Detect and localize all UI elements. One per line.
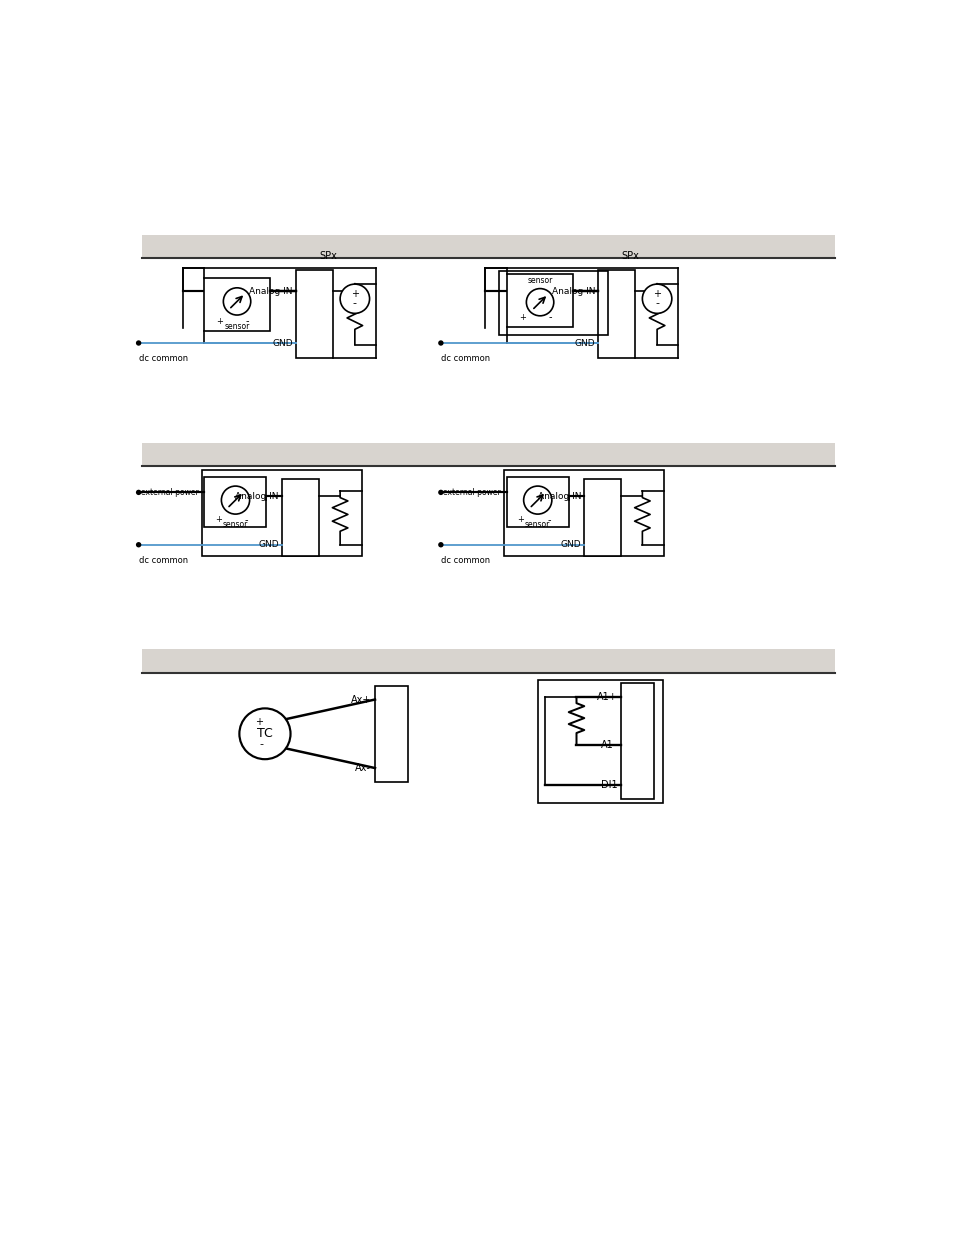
Circle shape bbox=[135, 341, 141, 346]
Bar bbox=[537, 679, 662, 803]
Bar bbox=[142, 650, 835, 673]
Bar bbox=[202, 469, 361, 556]
Text: +: + bbox=[517, 515, 524, 525]
Bar bbox=[498, 270, 607, 335]
Text: sensor: sensor bbox=[224, 322, 250, 331]
Text: GND: GND bbox=[272, 338, 293, 347]
Text: GND: GND bbox=[258, 540, 278, 550]
Circle shape bbox=[437, 542, 443, 547]
Text: external power: external power bbox=[141, 488, 198, 496]
Text: +: + bbox=[653, 289, 660, 299]
Circle shape bbox=[523, 487, 551, 514]
Text: -: - bbox=[245, 316, 249, 326]
Circle shape bbox=[239, 709, 291, 760]
Text: -: - bbox=[655, 298, 659, 308]
Text: Analog IN: Analog IN bbox=[551, 287, 595, 296]
Bar bbox=[375, 685, 407, 782]
Bar bbox=[583, 479, 620, 556]
Bar bbox=[142, 443, 835, 466]
Text: sensor: sensor bbox=[524, 520, 550, 529]
Text: dc common: dc common bbox=[440, 353, 490, 363]
Text: -: - bbox=[353, 298, 356, 308]
Text: dc common: dc common bbox=[138, 556, 188, 564]
Text: external power: external power bbox=[443, 488, 500, 496]
Text: SPx: SPx bbox=[319, 252, 336, 262]
Circle shape bbox=[223, 288, 251, 315]
Text: +: + bbox=[351, 289, 358, 299]
Text: TC: TC bbox=[256, 727, 273, 740]
Circle shape bbox=[340, 284, 369, 314]
Circle shape bbox=[641, 284, 671, 314]
Circle shape bbox=[437, 341, 443, 346]
Text: -: - bbox=[547, 515, 550, 525]
Text: Ax+: Ax+ bbox=[351, 694, 371, 704]
Text: +: + bbox=[254, 718, 262, 727]
Text: dc common: dc common bbox=[138, 353, 188, 363]
Bar bbox=[507, 274, 573, 327]
Text: sensor: sensor bbox=[223, 520, 248, 529]
Circle shape bbox=[437, 490, 443, 495]
Text: SPx: SPx bbox=[620, 252, 639, 262]
Text: A1+: A1+ bbox=[597, 692, 617, 703]
Circle shape bbox=[135, 542, 141, 547]
Text: +: + bbox=[518, 312, 525, 322]
Bar bbox=[204, 278, 270, 331]
Text: -: - bbox=[245, 515, 248, 525]
Text: sensor: sensor bbox=[527, 277, 552, 285]
Text: -: - bbox=[259, 739, 263, 748]
Text: GND: GND bbox=[574, 338, 595, 347]
Circle shape bbox=[135, 490, 141, 495]
Bar bbox=[504, 469, 663, 556]
Bar bbox=[204, 478, 266, 527]
Bar bbox=[295, 270, 333, 358]
Text: DI1: DI1 bbox=[600, 781, 617, 790]
Text: -: - bbox=[548, 312, 551, 322]
Text: dc common: dc common bbox=[440, 556, 490, 564]
Circle shape bbox=[526, 289, 553, 316]
Text: A1-: A1- bbox=[600, 740, 617, 750]
Bar bbox=[506, 478, 568, 527]
Bar bbox=[142, 235, 835, 258]
Text: Analog IN: Analog IN bbox=[537, 492, 580, 500]
Bar bbox=[598, 270, 635, 358]
Text: Analog IN: Analog IN bbox=[235, 492, 278, 500]
Text: GND: GND bbox=[560, 540, 580, 550]
Text: Ax-: Ax- bbox=[355, 763, 371, 773]
Text: +: + bbox=[215, 316, 222, 326]
Bar bbox=[620, 683, 654, 799]
Bar bbox=[282, 479, 319, 556]
Circle shape bbox=[221, 487, 250, 514]
Text: +: + bbox=[215, 515, 222, 525]
Text: Analog IN: Analog IN bbox=[249, 287, 293, 296]
